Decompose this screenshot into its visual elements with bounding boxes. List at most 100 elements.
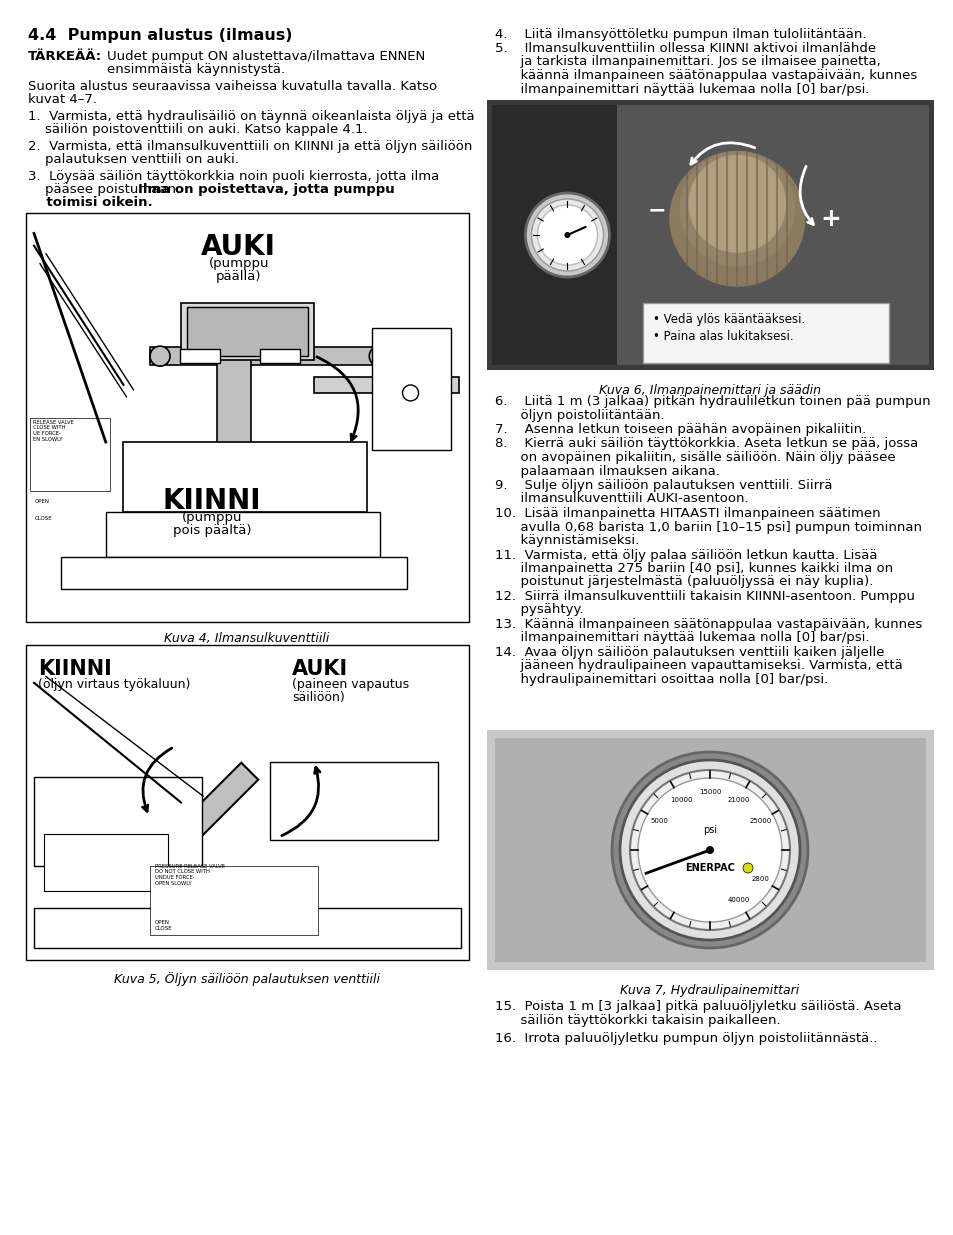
- Text: ilmanpainemittari näyttää lukemaa nolla [0] bar/psi.: ilmanpainemittari näyttää lukemaa nolla …: [495, 631, 868, 645]
- Text: −: −: [647, 201, 666, 221]
- Text: CLOSE: CLOSE: [155, 926, 172, 931]
- Bar: [181, 303, 314, 361]
- Text: pois päältä): pois päältä): [172, 524, 251, 537]
- Bar: [61, 557, 407, 589]
- Text: ilmanpainetta 275 bariin [40 psi], kunnes kaikki ilma on: ilmanpainetta 275 bariin [40 psi], kunne…: [495, 562, 892, 576]
- Text: psi: psi: [702, 825, 717, 835]
- Text: +: +: [819, 206, 840, 231]
- Text: ENERPAC: ENERPAC: [684, 863, 734, 873]
- Text: 8.    Kierrä auki säiliön täyttökorkkia. Aseta letkun se pää, jossa: 8. Kierrä auki säiliön täyttökorkkia. As…: [495, 437, 918, 451]
- Bar: [492, 105, 617, 366]
- Text: AUKI: AUKI: [201, 233, 275, 261]
- Bar: [642, 303, 888, 363]
- Text: poistunut järjestelmästä (paluuöljyssä ei näy kuplia).: poistunut järjestelmästä (paluuöljyssä e…: [495, 576, 872, 589]
- Circle shape: [531, 199, 603, 270]
- Circle shape: [688, 154, 785, 253]
- Circle shape: [369, 346, 389, 366]
- Text: • Paina alas lukitaksesi.: • Paina alas lukitaksesi.: [653, 331, 793, 343]
- Text: 5000: 5000: [650, 818, 668, 824]
- Text: (pumppu: (pumppu: [182, 511, 242, 524]
- Circle shape: [742, 863, 752, 873]
- Text: 9.    Sulje öljyn säiliöön palautuksen venttiili. Siirrä: 9. Sulje öljyn säiliöön palautuksen vent…: [495, 479, 832, 492]
- Text: öljyn poistoliitäntään.: öljyn poistoliitäntään.: [495, 409, 664, 421]
- Text: (paineen vapautus: (paineen vapautus: [292, 678, 409, 692]
- Circle shape: [402, 385, 418, 401]
- Bar: [217, 347, 251, 451]
- Text: hydraulipainemittari osoittaa nolla [0] bar/psi.: hydraulipainemittari osoittaa nolla [0] …: [495, 673, 827, 685]
- Circle shape: [705, 846, 713, 853]
- Text: 12.  Siirrä ilmansulkuventtiili takaisin KIINNI-asentoon. Pumppu: 12. Siirrä ilmansulkuventtiili takaisin …: [495, 590, 914, 603]
- Text: 4.    Liitä ilmansyöttöletku pumpun ilman tuloliitäntään.: 4. Liitä ilmansyöttöletku pumpun ilman t…: [495, 28, 865, 41]
- Text: säiliöön): säiliöön): [292, 692, 344, 704]
- Text: säiliön poistoventtiili on auki. Katso kappale 4.1.: säiliön poistoventtiili on auki. Katso k…: [28, 124, 367, 136]
- Text: TÄRKEÄÄ:: TÄRKEÄÄ:: [28, 49, 102, 63]
- Text: OPEN: OPEN: [155, 920, 170, 925]
- Text: 14.  Avaa öljyn säiliöön palautuksen venttiili kaiken jäljelle: 14. Avaa öljyn säiliöön palautuksen vent…: [495, 646, 883, 659]
- Text: 7.    Asenna letkun toiseen päähän avopäinen pikaliitin.: 7. Asenna letkun toiseen päähän avopäine…: [495, 424, 865, 436]
- Bar: [180, 350, 220, 363]
- Text: 10.  Lisää ilmanpainetta HITAASTI ilmanpaineen säätimen: 10. Lisää ilmanpainetta HITAASTI ilmanpa…: [495, 508, 880, 520]
- Text: 6.    Liitä 1 m (3 jalkaa) pitkän hydrauliletkun toinen pää pumpun: 6. Liitä 1 m (3 jalkaa) pitkän hydraulil…: [495, 395, 929, 408]
- Text: 2.  Varmista, että ilmansulkuventtiili on KIINNI ja että öljyn säiliöön: 2. Varmista, että ilmansulkuventtiili on…: [28, 140, 472, 153]
- Text: 2800: 2800: [751, 876, 768, 882]
- Text: säiliön täyttökorkki takaisin paikalleen.: säiliön täyttökorkki takaisin paikalleen…: [495, 1014, 780, 1028]
- Circle shape: [150, 346, 170, 366]
- Text: kuvat 4–7.: kuvat 4–7.: [28, 93, 97, 106]
- Text: ja tarkista ilmanpainemittari. Jos se ilmaisee painetta,: ja tarkista ilmanpainemittari. Jos se il…: [495, 56, 880, 68]
- Bar: [314, 377, 458, 393]
- Text: Uudet pumput ON alustettava/ilmattava ENNEN: Uudet pumput ON alustettava/ilmattava EN…: [107, 49, 425, 63]
- Text: 3.  Löysää säiliön täyttökorkkia noin puoli kierrosta, jotta ilma: 3. Löysää säiliön täyttökorkkia noin puo…: [28, 170, 438, 183]
- Text: ensimmäistä käynnistystä.: ensimmäistä käynnistystä.: [107, 63, 285, 77]
- Text: Kuva 7, Hydraulipainemittari: Kuva 7, Hydraulipainemittari: [619, 984, 799, 997]
- Bar: [34, 908, 460, 948]
- Text: 15000: 15000: [699, 789, 720, 795]
- Bar: [270, 762, 437, 840]
- Text: (pumppu: (pumppu: [208, 257, 269, 270]
- Bar: [26, 645, 469, 960]
- Text: AUKI: AUKI: [292, 659, 348, 679]
- Text: pysähtyy.: pysähtyy.: [495, 604, 583, 616]
- Text: ilmanpainemittari näyttää lukemaa nolla [0] bar/psi.: ilmanpainemittari näyttää lukemaa nolla …: [495, 83, 868, 95]
- Text: ilmansulkuventtiili AUKI-asentoon.: ilmansulkuventtiili AUKI-asentoon.: [495, 493, 748, 505]
- Text: jääneen hydraulipaineen vapauttamiseksi. Varmista, että: jääneen hydraulipaineen vapauttamiseksi.…: [495, 659, 902, 673]
- Text: on avopäinen pikaliitin, sisälle säiliöön. Näin öljy pääsee: on avopäinen pikaliitin, sisälle säiliöö…: [495, 451, 895, 464]
- Bar: [371, 327, 451, 451]
- Text: Kuva 4, Ilmansulkuventtiili: Kuva 4, Ilmansulkuventtiili: [164, 632, 330, 645]
- Text: 4.4  Pumpun alustus (ilmaus): 4.4 Pumpun alustus (ilmaus): [28, 28, 293, 43]
- Bar: [495, 739, 925, 962]
- Circle shape: [669, 151, 804, 287]
- Circle shape: [638, 778, 781, 923]
- Text: PRESSURE RELEASE VALVE
DO NOT CLOSE WITH
UNDUE FORCE-
OPEN SLOWLY: PRESSURE RELEASE VALVE DO NOT CLOSE WITH…: [155, 863, 225, 885]
- Text: 21000: 21000: [727, 797, 749, 803]
- Text: Suorita alustus seuraavissa vaiheissa kuvatulla tavalla. Katso: Suorita alustus seuraavissa vaiheissa ku…: [28, 80, 436, 93]
- Bar: [30, 417, 110, 492]
- Bar: [44, 834, 168, 890]
- Text: Kuva 5, Öljyn säiliöön palautuksen venttiili: Kuva 5, Öljyn säiliöön palautuksen ventt…: [113, 972, 379, 986]
- Bar: [150, 866, 318, 935]
- Bar: [106, 511, 380, 557]
- Text: Ilma on poistettava, jotta pumppu: Ilma on poistettava, jotta pumppu: [138, 183, 395, 196]
- Text: 10000: 10000: [669, 797, 692, 803]
- Text: palaamaan ilmauksen aikana.: palaamaan ilmauksen aikana.: [495, 464, 720, 478]
- Text: 40000: 40000: [727, 898, 749, 903]
- Bar: [26, 212, 469, 622]
- Text: 25000: 25000: [748, 818, 771, 824]
- Bar: [150, 347, 389, 366]
- Bar: [486, 730, 933, 969]
- Text: 11.  Varmista, että öljy palaa säiliöön letkun kautta. Lisää: 11. Varmista, että öljy palaa säiliöön l…: [495, 548, 877, 562]
- Circle shape: [525, 193, 609, 277]
- Bar: [34, 777, 202, 866]
- Circle shape: [612, 752, 807, 948]
- Text: • Vedä ylös kääntääksesi.: • Vedä ylös kääntääksesi.: [653, 312, 805, 326]
- Circle shape: [564, 232, 570, 238]
- Text: (öljyn virtaus työkaluun): (öljyn virtaus työkaluun): [38, 678, 191, 692]
- Text: käännä ilmanpaineen säätönappulaa vastapäivään, kunnes: käännä ilmanpaineen säätönappulaa vastap…: [495, 69, 916, 82]
- Text: CLOSE: CLOSE: [35, 516, 52, 521]
- Text: 16.  Irrota paluuöljyletku pumpun öljyn poistoliitännästä..: 16. Irrota paluuöljyletku pumpun öljyn p…: [495, 1032, 877, 1045]
- Text: 5.    Ilmansulkuventtiilin ollessa KIINNI aktivoi ilmanlähde: 5. Ilmansulkuventtiilin ollessa KIINNI a…: [495, 42, 875, 56]
- Circle shape: [619, 760, 800, 940]
- Text: palautuksen venttiili on auki.: palautuksen venttiili on auki.: [28, 153, 238, 165]
- Text: 13.  Käännä ilmanpaineen säätönappulaa vastapäivään, kunnes: 13. Käännä ilmanpaineen säätönappulaa va…: [495, 618, 922, 631]
- Circle shape: [629, 769, 789, 930]
- Text: KIINNI: KIINNI: [163, 487, 261, 515]
